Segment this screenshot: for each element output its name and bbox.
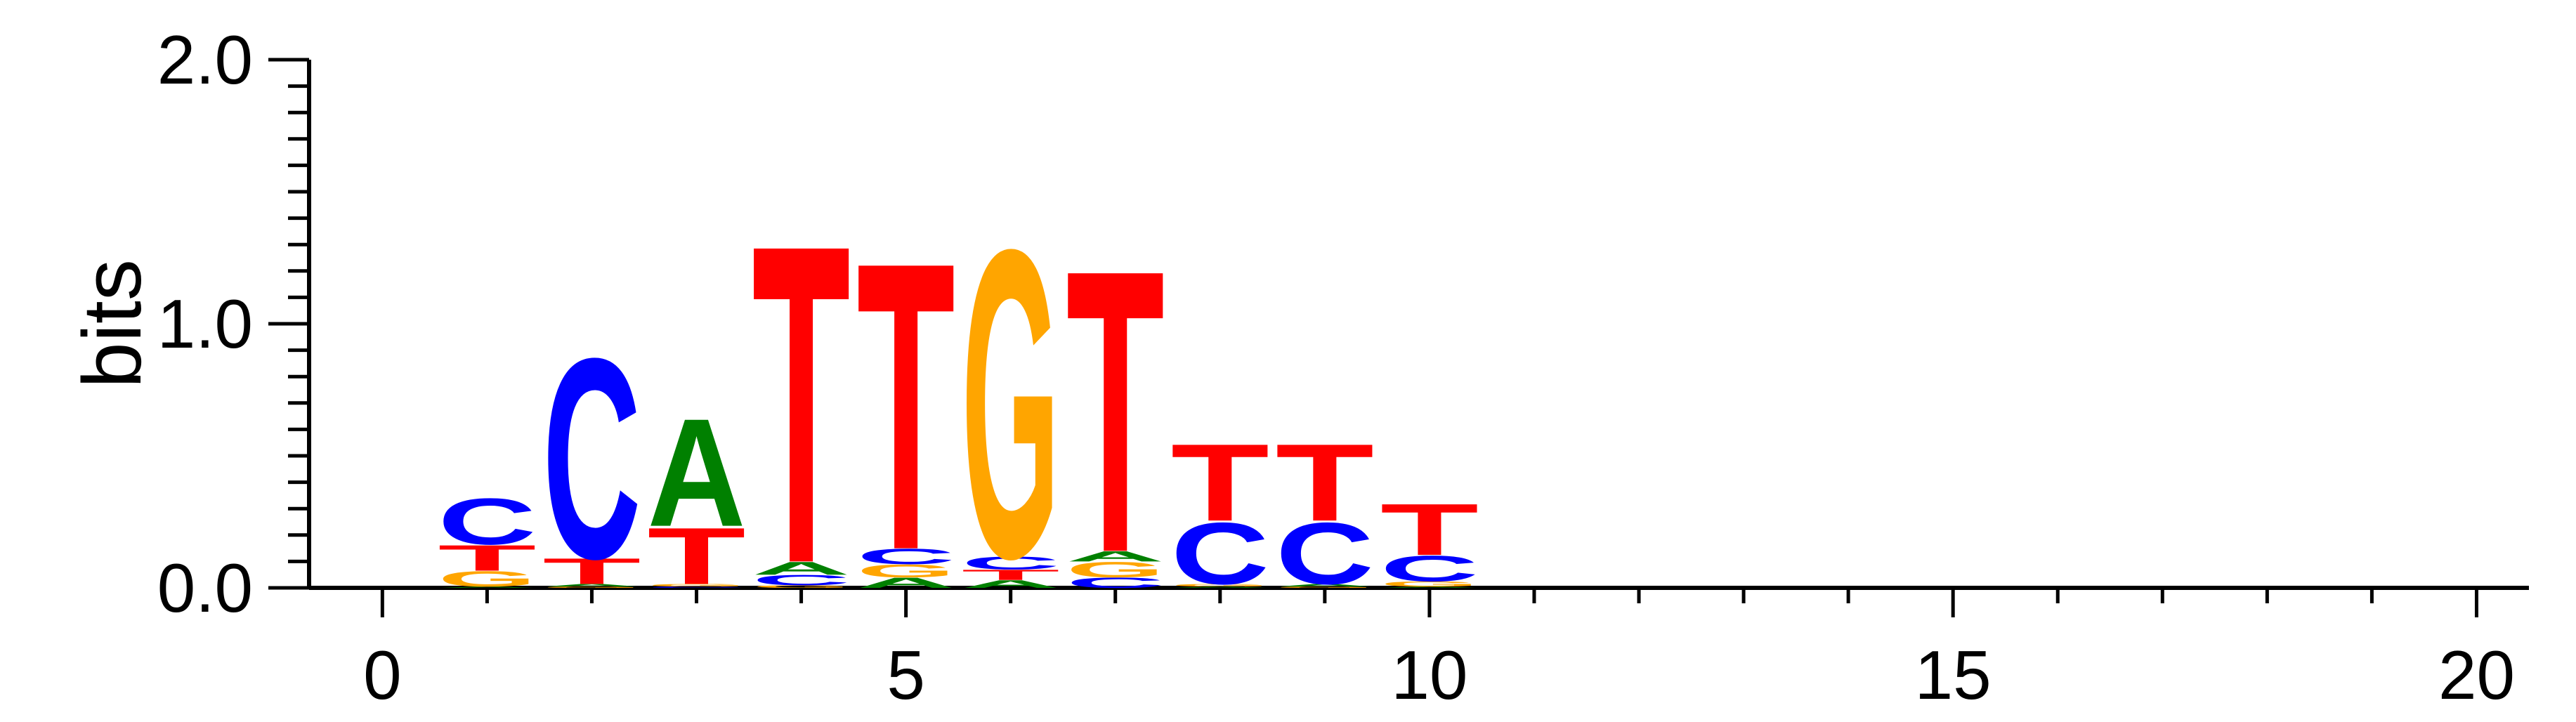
y-tick-label: 2.0: [157, 21, 253, 98]
x-tick-label: 5: [887, 636, 925, 714]
logo-letter-T: T: [542, 551, 641, 591]
y-tick-label: 0.0: [157, 549, 253, 626]
logo-letter-A: A: [438, 586, 536, 589]
logo-letter-T: T: [1276, 421, 1374, 544]
x-tick-label: 20: [2438, 636, 2515, 714]
logo-letter-T: T: [962, 567, 1060, 583]
logo-letter-T: T: [1380, 489, 1479, 571]
logo-letter-T: T: [1171, 421, 1269, 544]
logo-letter-C: C: [438, 485, 536, 558]
logo-letter-A: A: [1066, 549, 1165, 565]
x-tick-label: 10: [1391, 636, 1467, 714]
logo-letter-T: T: [857, 178, 955, 636]
logo-letter-C: C: [1171, 504, 1269, 603]
logo-letter-T: T: [438, 537, 536, 578]
logo-letter-T: T: [1066, 185, 1165, 636]
logo-letter-A: A: [962, 578, 1060, 591]
y-axis: 0.0 1.0 2.0: [157, 21, 311, 626]
logo-letter-C: C: [857, 544, 955, 569]
logo-letter-A: A: [647, 387, 745, 559]
logo-letter-A: A: [752, 558, 851, 579]
y-axis-title: bits: [66, 259, 159, 388]
logo-letter-G: G: [857, 561, 955, 582]
logo-letter-T: T: [752, 150, 851, 658]
logo-letter-A: A: [857, 575, 955, 591]
logo-letter-G: G: [1066, 558, 1165, 582]
logo-letter-G: G: [542, 586, 641, 589]
logo-letter-G: G: [752, 584, 851, 589]
logo-letter-G: G: [647, 583, 745, 587]
logo-letter-G: G: [1380, 580, 1479, 589]
logo-letter-C: C: [542, 298, 641, 619]
logo-letter-C: C: [1276, 504, 1374, 603]
logo-letter-C: C: [647, 586, 745, 589]
x-axis: 0 5 10 15 20: [309, 586, 2529, 714]
logo-letter-A: A: [1171, 586, 1269, 589]
logo-letter-G: G: [438, 567, 536, 591]
x-tick-label: 15: [1915, 636, 1992, 714]
logo-letter-G: G: [1276, 586, 1374, 589]
x-tick-label: 0: [363, 636, 402, 714]
y-tick-label: 1.0: [157, 285, 253, 362]
logo-letter-A: A: [1276, 583, 1374, 587]
logo-letter-C: C: [1066, 575, 1165, 591]
logo-letter-A: A: [542, 583, 641, 587]
logo-letter-C: C: [962, 553, 1060, 573]
logo-letter-G: G: [1171, 583, 1269, 587]
logo-letter-C: C: [752, 572, 851, 588]
logo-letter-G: G: [962, 158, 1060, 650]
logo-letter-A: A: [1380, 586, 1479, 589]
logo-letter-T: T: [647, 511, 745, 601]
logo-letter-C: C: [1380, 549, 1479, 589]
